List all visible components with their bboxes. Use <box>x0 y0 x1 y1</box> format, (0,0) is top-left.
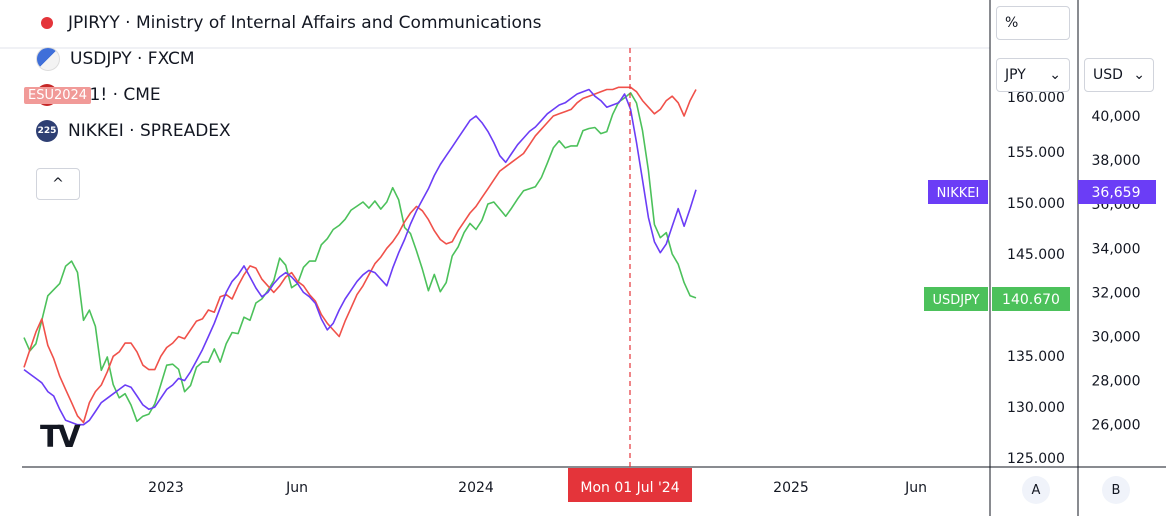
usd-select-label: USD <box>1093 67 1123 83</box>
y-tick-label-jpy: 125.000 <box>1007 451 1065 467</box>
percent-unit-select[interactable]: % <box>996 6 1070 40</box>
y-tick-label-usd: 30,000 <box>1092 330 1141 346</box>
x-tick-label: Jun <box>285 480 308 496</box>
crosshair-date-badge <box>568 468 692 502</box>
y-tick-label-usd: 38,000 <box>1092 153 1141 169</box>
nikkei-name-label: NIKKEI <box>937 186 980 201</box>
x-tick-label: Jun <box>904 480 927 496</box>
y-tick-label-usd: 26,000 <box>1092 418 1141 434</box>
jpy-select-label: JPY <box>1005 67 1026 83</box>
legend-label-usdjpy: USDJPY · FXCM <box>70 49 195 69</box>
tradingview-logo: TV <box>40 420 81 455</box>
x-tick-label-crosshair: Mon 01 Jul '24 <box>580 480 679 496</box>
us-jp-flag-icon <box>36 47 60 71</box>
chevron-up-icon: ^ <box>52 176 64 192</box>
nikkei-value-badge <box>1078 180 1156 204</box>
y-tick-label-jpy: 130.000 <box>1007 400 1065 416</box>
x-tick-label: 2023 <box>148 480 184 496</box>
y-tick-label-jpy: 155.000 <box>1007 145 1065 161</box>
legend-label-es: ES1! · CME <box>68 85 161 105</box>
jpy-currency-select[interactable]: JPY ⌄ <box>996 58 1070 92</box>
pane-a-button[interactable]: A <box>1022 476 1050 504</box>
x-tick-label: 2024 <box>458 480 494 496</box>
nikkei-value-label: 36,659 <box>1092 185 1141 201</box>
y-tick-label-jpy: 150.000 <box>1007 196 1065 212</box>
y-tick-label-usd: 28,000 <box>1092 374 1141 390</box>
y-tick-label-jpy: 135.000 <box>1007 349 1065 365</box>
legend-row-nikkei[interactable]: 225 NIKKEI · SPREADEX <box>36 116 542 146</box>
series-legend: JPIRYY · Ministry of Internal Affairs an… <box>36 8 542 152</box>
collapse-legend-button[interactable]: ^ <box>36 168 80 200</box>
chevron-down-icon: ⌄ <box>1049 67 1061 83</box>
legend-row-es[interactable]: 500 ES1! · CME <box>36 80 542 110</box>
nikkei-name-badge <box>928 180 988 204</box>
red-dot-icon <box>36 12 58 34</box>
legend-label-nikkei: NIKKEI · SPREADEX <box>68 121 231 141</box>
x-tick-label: 2025 <box>773 480 809 496</box>
y-tick-label-jpy: 145.000 <box>1007 247 1065 263</box>
series-line-nikkei <box>23 88 697 426</box>
usdjpy-name-label: USDJPY <box>932 293 979 308</box>
series-line-es1 <box>23 86 697 424</box>
y-tick-label-usd: 40,000 <box>1092 109 1141 125</box>
pane-b-button[interactable]: B <box>1102 476 1130 504</box>
chevron-down-icon: ⌄ <box>1133 67 1145 83</box>
y-tick-label-usd: 34,000 <box>1092 241 1141 257</box>
percent-unit-label: % <box>1005 15 1019 31</box>
nikkei225-icon: 225 <box>36 120 58 142</box>
legend-label-jpiryy: JPIRYY · Ministry of Internal Affairs an… <box>68 13 542 33</box>
y-tick-label-jpy: 160.000 <box>1007 90 1065 106</box>
legend-row-usdjpy[interactable]: USDJPY · FXCM <box>36 44 542 74</box>
y-tick-label-usd: 32,000 <box>1092 285 1141 301</box>
legend-row-jpiryy[interactable]: JPIRYY · Ministry of Internal Affairs an… <box>36 8 542 38</box>
series-line-usdjpy <box>23 92 697 423</box>
esu2024-tag: ESU2024 <box>24 87 92 104</box>
usdjpy-name-badge <box>924 287 988 311</box>
usdjpy-value-label: 140.670 <box>1002 292 1060 308</box>
usd-currency-select[interactable]: USD ⌄ <box>1084 58 1154 92</box>
usdjpy-value-badge <box>992 287 1070 311</box>
